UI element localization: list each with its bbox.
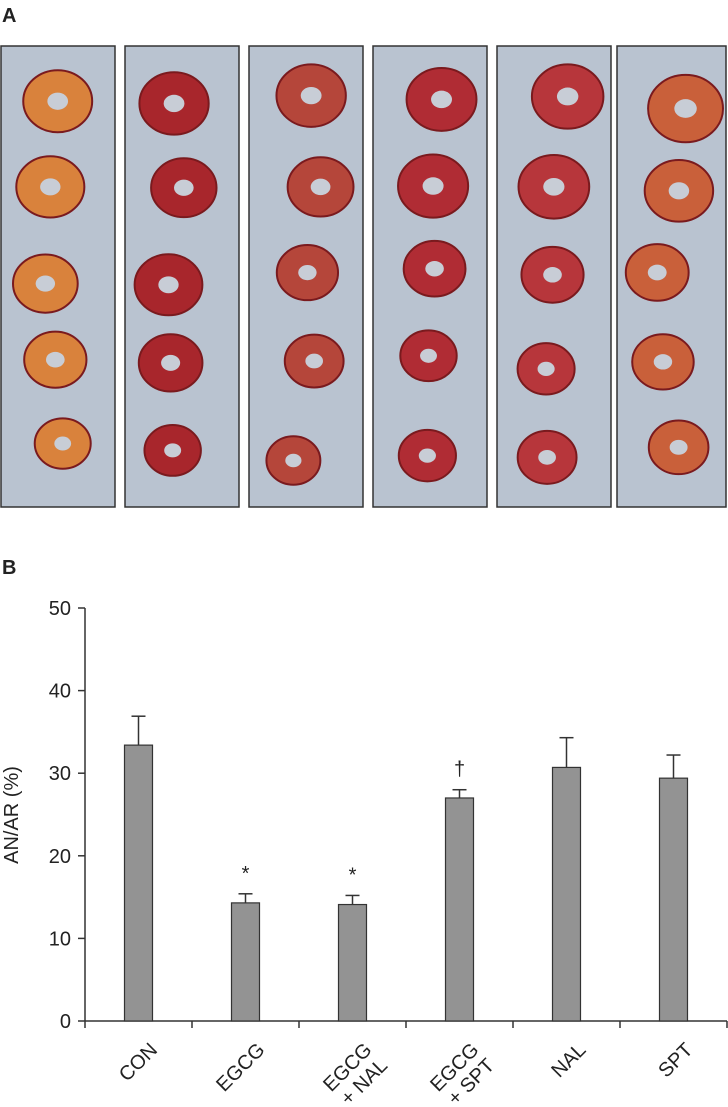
slice-lumen [674,99,697,118]
slice-lumen [556,87,579,106]
slice-lumen [653,354,673,370]
bar [123,744,154,1022]
slice-lumen [422,177,444,195]
slice-lumen [418,448,436,463]
slice-lumen [298,264,317,281]
y-tick-label: 10 [49,928,71,950]
y-tick-label: 40 [49,681,71,703]
slice-lumen [158,276,179,294]
y-tick-label: 50 [49,598,71,620]
slice-lumen [164,443,182,458]
y-tick-label: 0 [60,1011,71,1033]
slice-lumen [300,86,322,105]
slice-lumen [54,436,72,451]
slice-lumen [543,267,562,283]
slice-lumen [40,178,61,196]
panel-label: B [2,557,16,579]
bar [444,797,475,1022]
slice-lumen [174,179,194,196]
error-bar [238,893,253,903]
photo-panel: A [0,5,727,508]
slice-lumen [163,94,185,113]
slice-lumen [425,260,444,277]
slice-lumen [668,182,690,200]
error-bar [345,894,360,905]
error-bar [666,754,681,779]
y-tick-label: 30 [49,763,71,785]
bar [230,902,261,1022]
slice-lumen [35,275,56,292]
error-bar [131,715,146,746]
y-tick-label: 20 [49,846,71,868]
slice-lumen [285,453,302,468]
slice-lumen [161,354,181,371]
error-bar [452,788,467,798]
significance-mark: * [242,863,250,885]
bar [337,903,368,1022]
slice-lumen [543,177,565,196]
slice-lumen [310,178,331,196]
significance-mark: * [349,864,357,886]
slice-lumen [420,348,437,363]
slice-lumen [647,264,667,281]
slice-lumen [47,92,69,110]
y-axis-label: AN/AR (%) [1,766,23,864]
slice-lumen [538,449,556,465]
significance-mark: † [454,759,465,781]
slice-lumen [669,439,688,455]
slice-lumen [305,353,324,369]
slice-lumen [537,361,555,376]
error-bar [559,736,574,768]
slice-lumen [431,90,453,109]
bar [658,777,689,1022]
slice-lumen [45,351,65,368]
panel-label: A [2,5,16,27]
bar [551,766,582,1022]
